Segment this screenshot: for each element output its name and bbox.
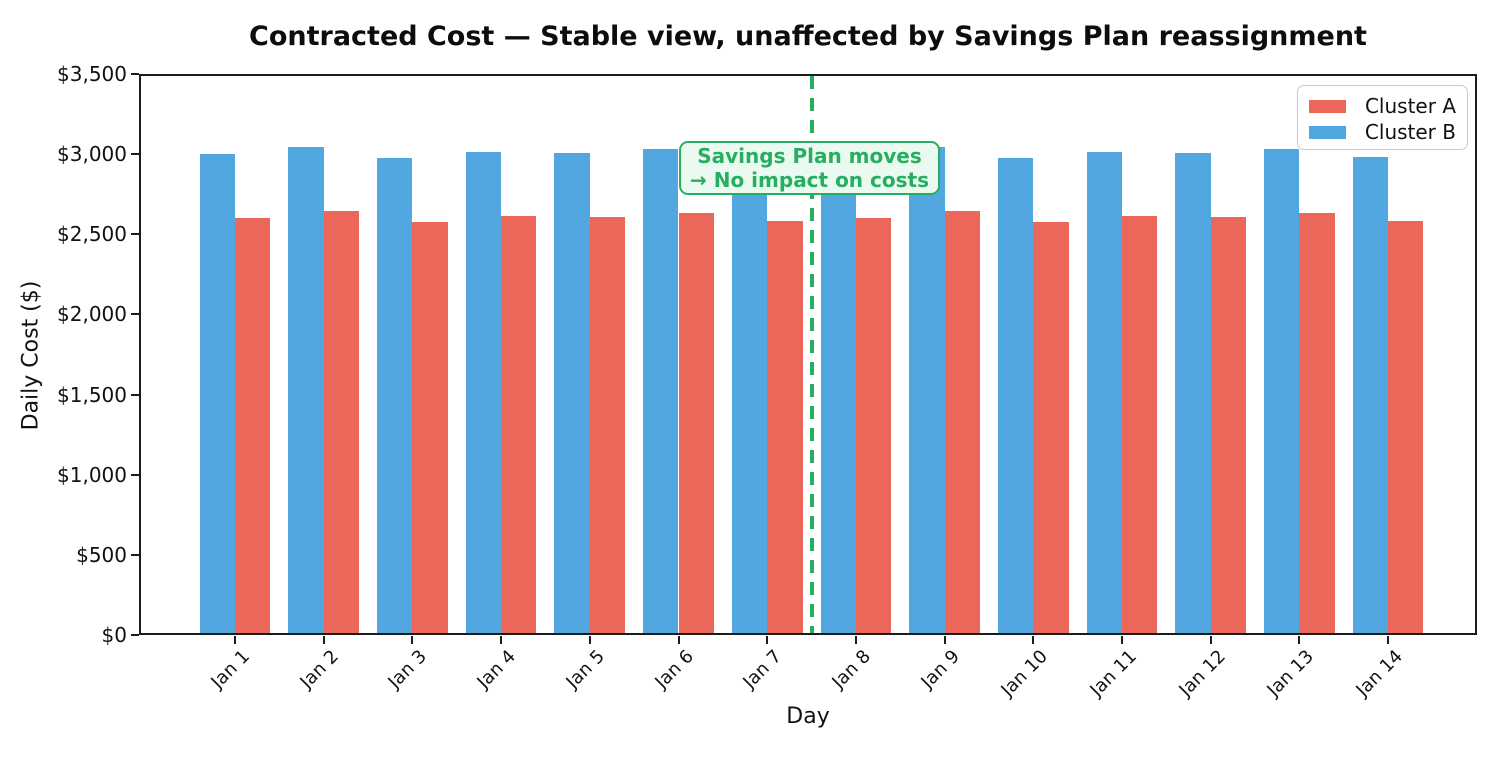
savings-plan-move-line [809,76,814,635]
chart-figure: Contracted Cost — Stable view, unaffecte… [18,21,1477,729]
x-tick-mark [411,636,414,644]
bar-cluster-b-jan-11 [1086,151,1122,635]
bar-cluster-a-jan-1 [235,218,271,635]
y-tick-mark [131,634,139,636]
bar-cluster-a-jan-5 [589,216,626,635]
bar-cluster-a-jan-13 [1299,213,1335,635]
x-tick-mark [1387,636,1390,644]
x-tick-mark [854,636,857,644]
y-tick-label: $3,500 [57,62,127,86]
legend-item-cluster-b: Cluster B [1309,119,1456,145]
bar-cluster-a-jan-8 [855,218,892,635]
bar-cluster-b-jan-4 [465,151,502,635]
x-tick-mark [1209,636,1212,644]
bar-cluster-a-jan-9 [944,211,980,635]
x-tick-mark [322,636,325,644]
x-tick-mark [943,636,946,644]
legend-label-cluster-a: Cluster A [1364,94,1456,118]
bar-cluster-b-jan-3 [377,158,413,635]
x-tick-mark [1298,636,1301,644]
bar-cluster-b-jan-7 [731,156,768,635]
y-tick-mark [131,393,139,396]
bar-cluster-a-jan-4 [501,215,537,635]
x-tick-mark [1121,636,1123,644]
y-tick-label: $500 [76,542,127,567]
bar-cluster-a-jan-3 [412,222,448,635]
x-tick-mark [766,636,769,644]
bar-cluster-b-jan-5 [554,152,590,635]
y-tick-label: $0 [101,623,127,647]
savings-plan-annotation: Savings Plan moves → No impact on costs [679,141,940,195]
x-tick-mark [500,636,503,644]
chart-title: Contracted Cost — Stable view, unaffecte… [249,21,1367,52]
bar-cluster-b-jan-10 [997,158,1034,635]
cluster-b-swatch-icon [1309,125,1346,139]
cluster-a-swatch-icon [1309,99,1346,113]
bar-cluster-a-jan-2 [323,211,360,635]
x-tick-mark [234,636,236,644]
y-tick-label: $1,000 [57,462,127,487]
y-tick-label: $2,500 [57,222,127,247]
bar-cluster-a-jan-12 [1210,216,1247,635]
y-tick-mark [131,153,139,156]
y-tick-label: $3,000 [57,142,127,167]
bar-cluster-b-jan-1 [199,154,235,635]
y-tick-mark [131,473,139,476]
legend-item-cluster-a: Cluster A [1309,93,1456,119]
bar-cluster-a-jan-11 [1122,215,1158,635]
annotation-line-2: → No impact on costs [690,168,929,192]
y-tick-label: $1,500 [57,382,127,407]
bar-cluster-a-jan-14 [1388,220,1424,635]
y-tick-mark [131,233,139,236]
legend-label-cluster-b: Cluster B [1364,120,1456,144]
bar-cluster-a-jan-10 [1033,222,1069,635]
bar-cluster-b-jan-8 [820,154,856,635]
legend: Cluster A Cluster B [1297,85,1468,150]
annotation-line-1: Savings Plan moves [697,144,922,168]
x-tick-mark [588,636,591,644]
y-tick-mark [131,313,139,316]
y-tick-label: $2,000 [57,302,127,327]
bar-cluster-a-jan-6 [678,213,714,635]
bar-cluster-b-jan-2 [288,146,324,635]
bar-cluster-b-jan-6 [643,149,679,635]
bar-cluster-b-jan-14 [1352,156,1389,635]
x-axis-label: Day [786,704,830,729]
bar-cluster-a-jan-7 [767,220,803,635]
y-tick-mark [131,73,139,75]
y-tick-mark [131,553,139,556]
bar-cluster-b-jan-9 [909,146,945,635]
bar-cluster-b-jan-13 [1264,149,1300,635]
bar-cluster-b-jan-12 [1175,152,1211,635]
x-tick-mark [677,636,680,644]
x-tick-mark [1032,636,1035,644]
